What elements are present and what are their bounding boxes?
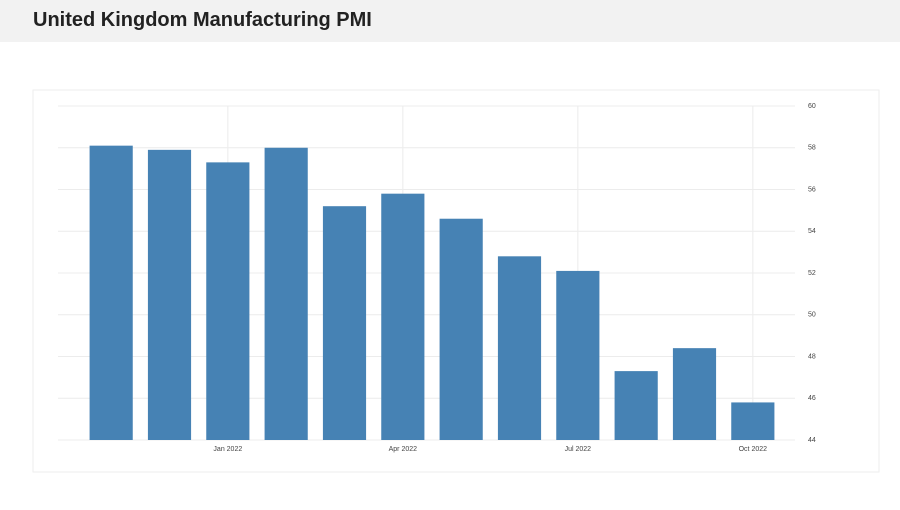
y-tick-label: 56 — [808, 186, 816, 193]
bar — [381, 193, 425, 440]
bar — [89, 145, 133, 440]
bar — [497, 256, 542, 440]
bar — [439, 218, 483, 440]
y-tick-label: 46 — [808, 395, 816, 402]
y-tick-label: 52 — [808, 270, 816, 277]
bar — [556, 270, 600, 440]
bar — [731, 402, 775, 440]
x-tick-label: Jul 2022 — [565, 446, 592, 453]
header-bar: United Kingdom Manufacturing PMI — [0, 0, 900, 42]
bar — [322, 206, 367, 440]
y-tick-label: 50 — [808, 312, 816, 319]
x-tick-label: Apr 2022 — [389, 446, 418, 453]
x-tick-label: Oct 2022 — [739, 446, 768, 453]
y-tick-label: 60 — [808, 103, 816, 110]
y-tick-label: 58 — [808, 145, 816, 152]
chart-title: United Kingdom Manufacturing PMI — [33, 9, 372, 31]
y-tick-label: 48 — [808, 353, 816, 360]
bar — [614, 371, 658, 440]
bar — [206, 162, 250, 441]
bar — [264, 147, 308, 440]
y-tick-label: 54 — [808, 228, 816, 235]
y-tick-label: 44 — [808, 437, 816, 444]
bar — [672, 348, 717, 440]
x-tick-label: Jan 2022 — [213, 446, 242, 453]
bar — [147, 149, 192, 440]
